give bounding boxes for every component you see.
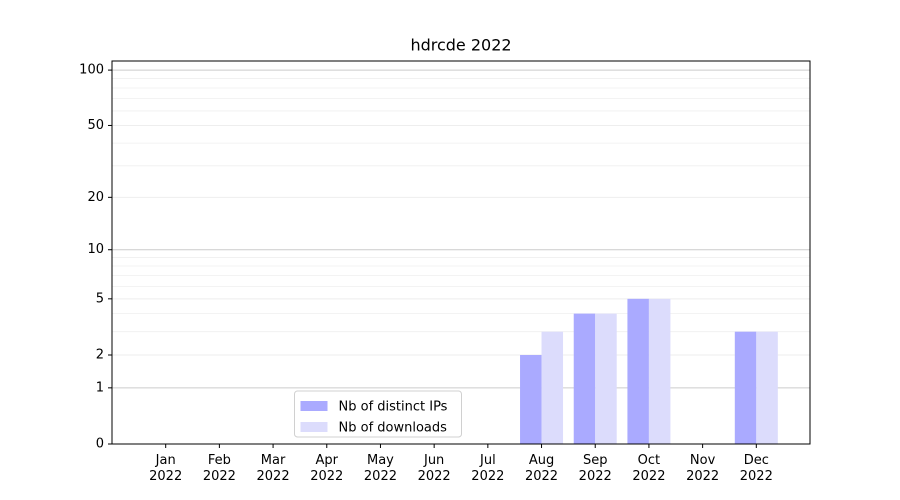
x-tick-label: Oct 2022 [632, 453, 666, 484]
x-tick-label: Jan 2022 [149, 453, 183, 484]
bar [541, 331, 564, 444]
x-tick-label: Apr 2022 [310, 453, 344, 484]
y-tick-label: 5 [96, 291, 104, 306]
chart-title: hdrcde 2022 [410, 36, 511, 55]
y-tick-label: 2 [96, 347, 104, 362]
x-tick-label: Jun 2022 [417, 453, 451, 484]
x-tick-label: May 2022 [363, 453, 397, 484]
x-tick-label: Mar 2022 [256, 453, 290, 484]
y-tick-label: 1 [96, 380, 104, 395]
legend-swatch [300, 401, 328, 411]
x-tick-label: Feb 2022 [202, 453, 236, 484]
legend-box [294, 390, 462, 438]
x-tick-label: Aug 2022 [524, 453, 559, 484]
legend-swatch [300, 422, 328, 432]
bar [520, 354, 542, 444]
y-tick-label: 100 [79, 63, 104, 78]
x-tick-label: Dec 2022 [739, 453, 773, 484]
y-tick-label: 0 [96, 437, 104, 452]
bar [573, 313, 596, 444]
legend-label: Nb of downloads [339, 421, 448, 436]
x-tick-label: Sep 2022 [578, 453, 612, 484]
bar [627, 298, 649, 444]
x-tick-label: Nov 2022 [686, 453, 720, 484]
legend-label: Nb of distinct IPs [339, 400, 448, 415]
x-tick-label: Jul 2022 [471, 453, 505, 484]
bar [595, 313, 617, 444]
bar [734, 331, 757, 444]
bar [648, 298, 671, 444]
bar [756, 331, 778, 444]
y-tick-label: 20 [87, 190, 104, 205]
y-tick-label: 10 [87, 242, 104, 257]
y-tick-label: 50 [87, 118, 104, 133]
plot-frame [111, 60, 811, 445]
